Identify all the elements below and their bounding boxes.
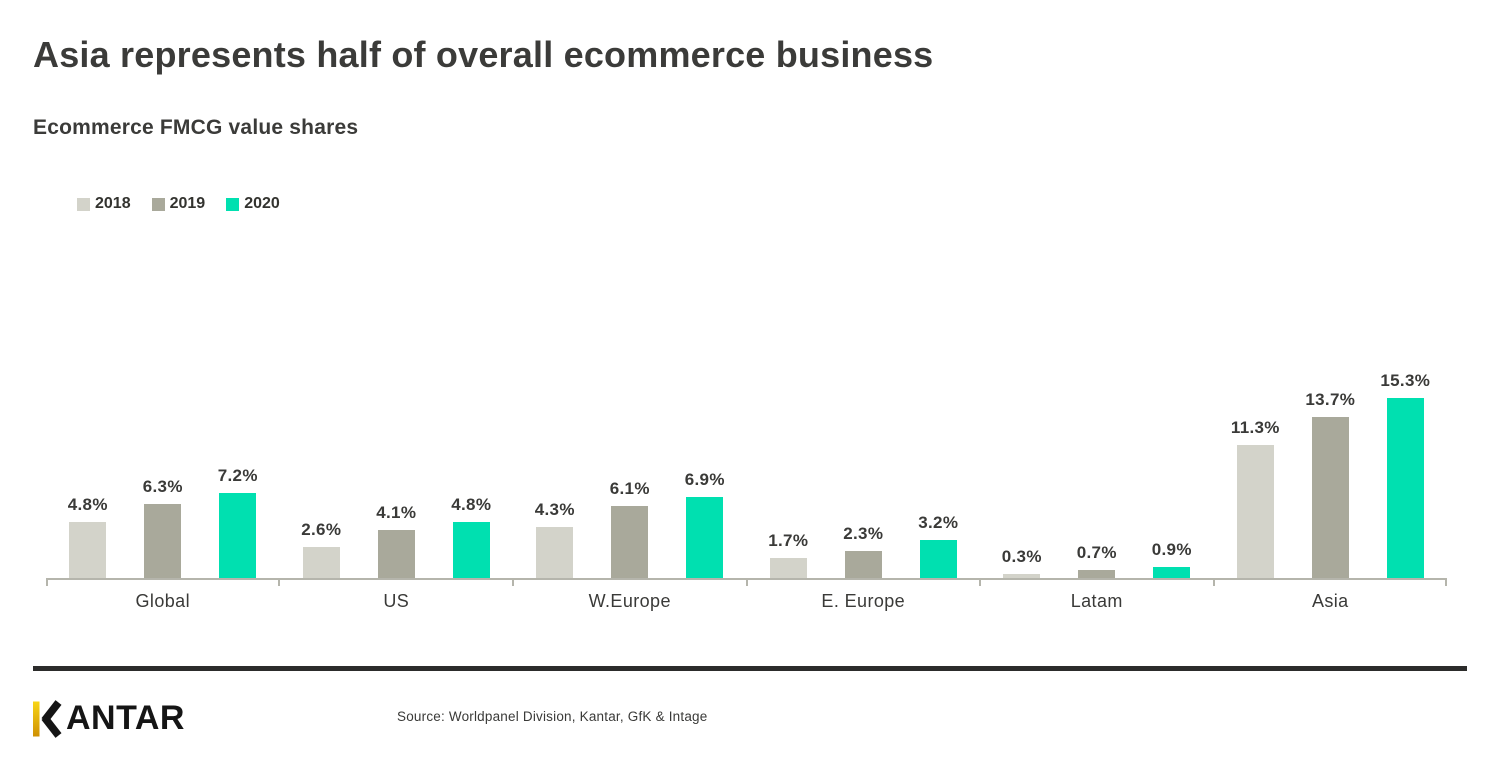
bar-wrap: 3.2% (918, 513, 959, 578)
bar-wrap: 2.6% (301, 520, 342, 578)
bar-value-label: 0.3% (1001, 547, 1042, 567)
bar-wrap: 2.3% (843, 523, 884, 578)
bar-2020-e-europe (919, 540, 957, 578)
bar-value-label: 6.9% (684, 469, 725, 489)
bar-value-label: 2.3% (843, 523, 884, 543)
axis-tick (745, 578, 748, 586)
bar-2020-us (452, 521, 490, 578)
bar-2018-us (302, 547, 340, 578)
legend-label: 2020 (244, 195, 280, 212)
bar-wrap: 6.1% (609, 479, 650, 578)
bar-group-asia: 11.3% 13.7% 15.3% Asia (1214, 298, 1448, 611)
bar-2019-asia (1311, 416, 1349, 578)
bar-value-label: 6.1% (609, 479, 650, 499)
axis-tick (278, 578, 281, 586)
bar-value-label: 0.9% (1151, 540, 1192, 560)
bar-2018-w-europe (536, 527, 574, 578)
axis-tick (1445, 578, 1447, 586)
legend-item-2019: 2019 (151, 195, 206, 213)
bar-2020-latam (1153, 567, 1191, 578)
category-label-latam: Latam (1070, 591, 1123, 611)
legend-swatch-icon (226, 197, 240, 211)
bar-wrap: 15.3% (1380, 371, 1430, 578)
bar-group-latam: 0.3% 0.7% 0.9% Latam (980, 298, 1214, 611)
category-label-us: US (383, 591, 410, 611)
bar-2018-asia (1236, 445, 1274, 578)
bar-value-label: 3.2% (918, 513, 959, 533)
bar-2018-global (69, 521, 107, 578)
bar-wrap: 0.9% (1151, 540, 1192, 578)
bar-value-label: 2.6% (301, 520, 342, 540)
bar-value-label: 1.7% (768, 531, 809, 550)
footer-divider (33, 666, 1467, 671)
bar-wrap: 4.8% (67, 494, 108, 578)
axis-tick (978, 578, 981, 586)
kantar-logo: ANTAR (33, 700, 185, 738)
bar-2018-latam (1003, 574, 1041, 578)
bar-wrap: 1.7% (768, 531, 809, 578)
bar-wrap: 11.3% (1231, 418, 1279, 578)
bar-chart: 4.8% 6.3% 7.2% Global 2.6% 4.1% 4.8% US 4.3% 6.1%… (46, 298, 1448, 611)
category-label-e-europe: E. Europe (821, 591, 906, 611)
bar-group-w-europe: 4.3% 6.1% 6.9% W.Europe (513, 298, 747, 611)
bar-wrap: 0.3% (1001, 547, 1042, 578)
chart-legend: 2018 2019 2020 (77, 195, 280, 213)
bar-group-e-europe: 1.7% 2.3% 3.2% E. Europe (747, 298, 981, 611)
chart-subtitle: Ecommerce FMCG value shares (33, 116, 359, 139)
bar-2019-latam (1078, 569, 1116, 578)
bar-value-label: 0.7% (1076, 542, 1117, 562)
axis-tick (511, 578, 514, 586)
bar-value-label: 6.3% (142, 476, 183, 496)
legend-swatch-icon (151, 197, 165, 211)
legend-item-2018: 2018 (77, 195, 131, 213)
bar-2020-w-europe (686, 496, 724, 578)
kantar-k-icon (33, 700, 62, 738)
axis-tick (1212, 578, 1215, 586)
bar-group-global: 4.8% 6.3% 7.2% Global (46, 298, 280, 611)
bar-wrap: 13.7% (1305, 390, 1355, 578)
legend-label: 2019 (169, 195, 206, 212)
bar-2019-us (377, 529, 415, 578)
bar-wrap: 7.2% (217, 466, 258, 578)
kantar-logo-text: ANTAR (66, 699, 185, 737)
legend-item-2020: 2020 (226, 195, 280, 213)
category-label-asia: Asia (1311, 591, 1349, 611)
bar-2018-e-europe (769, 558, 807, 578)
bar-wrap: 6.3% (142, 476, 183, 578)
bar-2019-e-europe (844, 550, 882, 578)
axis-tick (46, 578, 48, 586)
bar-value-label: 4.1% (376, 502, 417, 522)
bar-wrap: 4.3% (534, 500, 575, 578)
bar-group-us: 2.6% 4.1% 4.8% US (280, 298, 514, 611)
category-label-global: Global (135, 591, 190, 611)
bar-value-label: 15.3% (1380, 371, 1431, 390)
source-text: Source: Worldpanel Division, Kantar, GfK… (397, 709, 708, 724)
bar-value-label: 11.3% (1230, 418, 1280, 438)
bar-wrap: 4.1% (376, 502, 417, 578)
bar-wrap: 4.8% (451, 494, 492, 578)
bar-2020-global (219, 493, 257, 578)
bar-value-label: 13.7% (1305, 389, 1356, 409)
bar-2019-global (144, 503, 182, 578)
category-label-w-europe: W.Europe (588, 591, 671, 611)
bar-wrap: 0.7% (1076, 542, 1117, 578)
legend-label: 2018 (95, 195, 131, 212)
bar-wrap: 6.9% (684, 469, 725, 578)
page-title: Asia represents half of overall ecommerc… (33, 34, 934, 75)
bar-2019-w-europe (611, 506, 649, 578)
bar-value-label: 4.8% (451, 494, 492, 514)
bar-2020-asia (1386, 398, 1424, 578)
legend-swatch-icon (77, 197, 90, 211)
bar-value-label: 7.2% (217, 466, 258, 486)
bar-value-label: 4.3% (534, 500, 575, 520)
bar-value-label: 4.8% (67, 494, 108, 514)
